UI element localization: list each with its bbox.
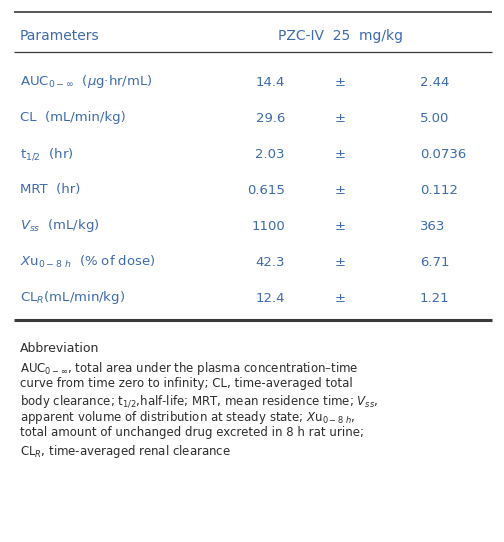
Text: body clearance; t$_{1/2}$,half-life; MRT, mean residence time; $\mathit{V}_{ss}$: body clearance; t$_{1/2}$,half-life; MRT… [20,393,379,410]
Text: 14.4: 14.4 [256,75,285,88]
Text: ±: ± [335,75,346,88]
Text: CL  (mL/min/kg): CL (mL/min/kg) [20,112,126,125]
Text: t$_{1/2}$  (hr): t$_{1/2}$ (hr) [20,146,74,162]
Text: Abbreviation: Abbreviation [20,342,99,355]
Text: 2.44: 2.44 [420,75,450,88]
Text: 12.4: 12.4 [256,292,285,305]
Text: 1.21: 1.21 [420,292,450,305]
Text: 0.0736: 0.0736 [420,147,466,160]
Text: CL$_R$, time-averaged renal clearance: CL$_R$, time-averaged renal clearance [20,442,231,460]
Text: ±: ± [335,292,346,305]
Text: CL$_R$(mL/min/kg): CL$_R$(mL/min/kg) [20,289,125,306]
Text: apparent volume of distribution at steady state; $\mathit{X}$u$_{0-8\ h}$,: apparent volume of distribution at stead… [20,410,355,427]
Text: ±: ± [335,255,346,268]
Text: $\mathit{V}_{ss}$  (mL/kg): $\mathit{V}_{ss}$ (mL/kg) [20,217,99,235]
Text: Parameters: Parameters [20,29,100,43]
Text: PZC-IV  25  mg/kg: PZC-IV 25 mg/kg [278,29,403,43]
Text: 42.3: 42.3 [256,255,285,268]
Text: $\mathit{X}$u$_{0-8\ h}$  (% of dose): $\mathit{X}$u$_{0-8\ h}$ (% of dose) [20,254,156,270]
Text: 0.112: 0.112 [420,184,458,197]
Text: 1100: 1100 [251,220,285,233]
Text: 29.6: 29.6 [256,112,285,125]
Text: MRT  (hr): MRT (hr) [20,184,80,197]
Text: total amount of unchanged drug excreted in 8 h rat urine;: total amount of unchanged drug excreted … [20,426,364,439]
Text: AUC$_{0-\infty}$, total area under the plasma concentration–time: AUC$_{0-\infty}$, total area under the p… [20,360,358,377]
Text: ±: ± [335,184,346,197]
Text: 0.615: 0.615 [247,184,285,197]
Text: 6.71: 6.71 [420,255,450,268]
Text: 5.00: 5.00 [420,112,450,125]
Text: 2.03: 2.03 [256,147,285,160]
Text: AUC$_{0-\infty}$  ($\mu$g·hr/mL): AUC$_{0-\infty}$ ($\mu$g·hr/mL) [20,74,153,91]
Text: ±: ± [335,147,346,160]
Text: ±: ± [335,220,346,233]
Text: curve from time zero to infinity; CL, time-averaged total: curve from time zero to infinity; CL, ti… [20,377,353,390]
Text: ±: ± [335,112,346,125]
Text: 363: 363 [420,220,446,233]
